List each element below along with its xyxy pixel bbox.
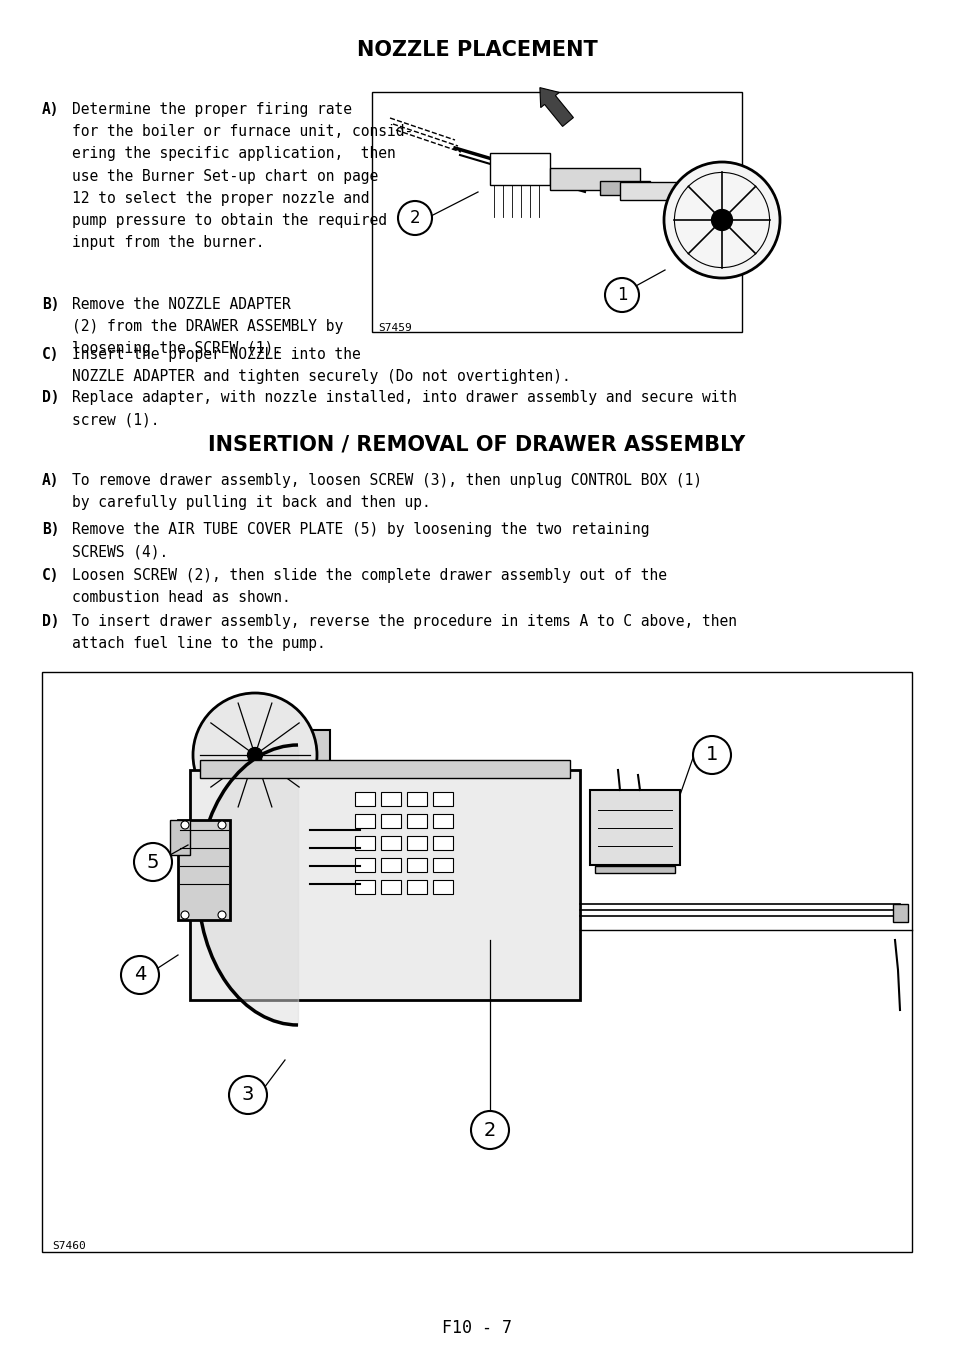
Circle shape: [229, 1075, 267, 1115]
Ellipse shape: [193, 693, 316, 817]
Bar: [380, 858, 400, 871]
Text: B): B): [42, 521, 59, 536]
Bar: [433, 792, 453, 807]
Text: Loosen SCREW (2), then slide the complete drawer assembly out of the
combustion : Loosen SCREW (2), then slide the complet…: [71, 567, 666, 605]
Text: C): C): [42, 567, 59, 584]
Bar: [355, 792, 375, 807]
Bar: [42, 671, 911, 1252]
Bar: [407, 836, 427, 850]
Text: 2: 2: [483, 1120, 496, 1139]
Bar: [433, 815, 453, 828]
Circle shape: [604, 278, 639, 312]
Circle shape: [181, 821, 189, 830]
Circle shape: [121, 957, 159, 994]
Bar: [355, 815, 375, 828]
FancyArrow shape: [539, 88, 573, 127]
Bar: [380, 880, 400, 894]
Bar: [225, 788, 325, 800]
Circle shape: [692, 736, 730, 774]
Text: 1: 1: [616, 286, 627, 304]
Bar: [407, 815, 427, 828]
Bar: [355, 858, 375, 871]
Text: 1: 1: [705, 746, 718, 765]
Text: A): A): [42, 101, 59, 118]
Text: To insert drawer assembly, reverse the procedure in items A to C above, then
att: To insert drawer assembly, reverse the p…: [71, 613, 737, 651]
Bar: [407, 880, 427, 894]
Bar: [589, 790, 679, 865]
Bar: [599, 181, 649, 195]
Text: 5: 5: [147, 852, 159, 871]
Bar: [595, 866, 675, 873]
Circle shape: [663, 162, 780, 278]
Circle shape: [133, 843, 172, 881]
Bar: [220, 730, 330, 785]
Circle shape: [218, 821, 226, 830]
Bar: [355, 880, 375, 894]
Bar: [372, 92, 741, 332]
Text: C): C): [42, 347, 59, 362]
Text: Determine the proper firing rate
for the boiler or furnace unit, consid-
ering t: Determine the proper firing rate for the…: [71, 101, 413, 250]
Bar: [200, 761, 569, 778]
Text: NOZZLE PLACEMENT: NOZZLE PLACEMENT: [356, 41, 597, 59]
Bar: [433, 858, 453, 871]
Bar: [380, 792, 400, 807]
Bar: [550, 168, 639, 190]
Text: Insert the proper NOZZLE into the
NOZZLE ADAPTER and tighten securely (Do not ov: Insert the proper NOZZLE into the NOZZLE…: [71, 347, 570, 384]
Bar: [380, 836, 400, 850]
Text: A): A): [42, 473, 59, 488]
Text: INSERTION / REMOVAL OF DRAWER ASSEMBLY: INSERTION / REMOVAL OF DRAWER ASSEMBLY: [208, 435, 745, 455]
Text: F10 - 7: F10 - 7: [441, 1319, 512, 1337]
Bar: [170, 820, 190, 855]
Text: To remove drawer assembly, loosen SCREW (3), then unplug CONTROL BOX (1)
by care: To remove drawer assembly, loosen SCREW …: [71, 473, 701, 511]
Circle shape: [247, 747, 262, 762]
Bar: [407, 792, 427, 807]
Bar: [407, 858, 427, 871]
Circle shape: [711, 209, 732, 231]
Text: S7460: S7460: [52, 1242, 86, 1251]
Text: Remove the NOZZLE ADAPTER
(2) from the DRAWER ASSEMBLY by
loosening the SCREW (1: Remove the NOZZLE ADAPTER (2) from the D…: [71, 297, 343, 357]
Bar: [355, 836, 375, 850]
Bar: [490, 153, 550, 185]
Text: 3: 3: [241, 1085, 253, 1105]
Bar: [433, 836, 453, 850]
Bar: [892, 904, 907, 921]
Circle shape: [397, 201, 432, 235]
Text: 2: 2: [409, 209, 420, 227]
Text: D): D): [42, 613, 59, 630]
Circle shape: [181, 911, 189, 919]
Text: B): B): [42, 297, 59, 312]
Bar: [178, 820, 230, 920]
Text: 4: 4: [133, 966, 146, 985]
Text: D): D): [42, 390, 59, 405]
Text: Replace adapter, with nozzle installed, into drawer assembly and secure with
scr: Replace adapter, with nozzle installed, …: [71, 390, 737, 427]
Bar: [619, 182, 700, 200]
Circle shape: [471, 1111, 509, 1148]
Bar: [380, 815, 400, 828]
Circle shape: [218, 911, 226, 919]
Bar: [433, 880, 453, 894]
Bar: [190, 770, 579, 1000]
Text: S7459: S7459: [377, 323, 412, 332]
Text: Remove the AIR TUBE COVER PLATE (5) by loosening the two retaining
SCREWS (4).: Remove the AIR TUBE COVER PLATE (5) by l…: [71, 521, 649, 559]
